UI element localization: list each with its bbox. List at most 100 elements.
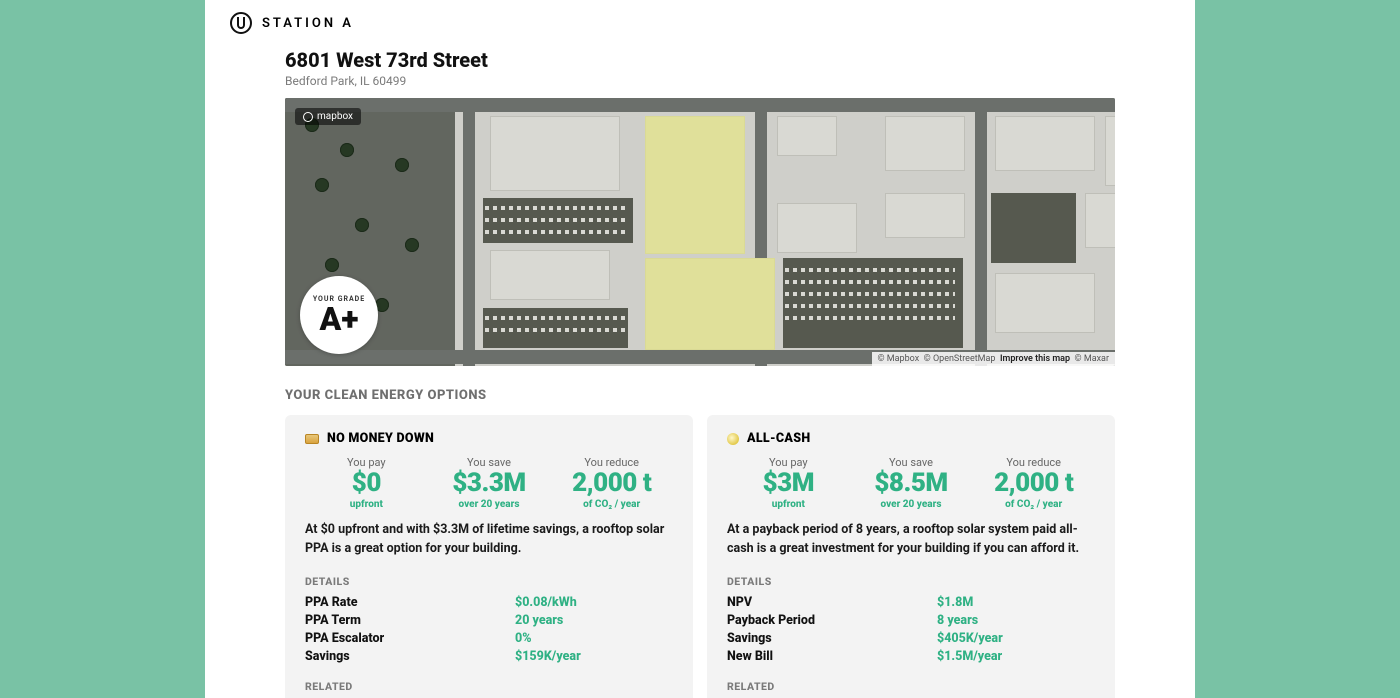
metrics-row: You pay $0 upfront You save $3.3M over 2… bbox=[305, 456, 673, 510]
metric-sublabel: of CO₂ / year bbox=[972, 499, 1095, 510]
building bbox=[995, 273, 1095, 333]
details-label: DETAILS bbox=[305, 575, 673, 588]
detail-value: $0.08/kWh bbox=[515, 594, 577, 612]
building bbox=[1085, 193, 1115, 248]
metric-value: 2,000 t bbox=[550, 469, 673, 499]
metric-sublabel: over 20 years bbox=[428, 499, 551, 510]
card-description: At a payback period of 8 years, a roofto… bbox=[727, 520, 1095, 559]
tree-icon bbox=[355, 218, 369, 232]
card-header: ALL-CASH bbox=[727, 431, 1095, 446]
metric-pay: You pay $3M upfront bbox=[727, 456, 850, 510]
road bbox=[463, 98, 475, 366]
header: STATION A bbox=[230, 12, 1170, 34]
parking-lot bbox=[991, 193, 1076, 263]
tree-icon bbox=[315, 178, 329, 192]
address-title: 6801 West 73rd Street bbox=[285, 48, 1115, 72]
detail-key: Payback Period bbox=[727, 612, 937, 630]
grade-badge: YOUR GRADE A+ bbox=[300, 276, 378, 354]
section-title: YOUR CLEAN ENERGY OPTIONS bbox=[285, 388, 1115, 403]
detail-row: PPA Escalator0% bbox=[305, 630, 673, 648]
attrib-osm[interactable]: © OpenStreetMap bbox=[924, 354, 996, 364]
tree-icon bbox=[405, 238, 419, 252]
detail-key: New Bill bbox=[727, 648, 937, 666]
metric-value: $0 bbox=[305, 469, 428, 499]
credit-card-icon bbox=[305, 434, 319, 444]
detail-key: Savings bbox=[727, 630, 937, 648]
building bbox=[995, 116, 1095, 171]
tree-icon bbox=[325, 258, 339, 272]
metric-pay: You pay $0 upfront bbox=[305, 456, 428, 510]
detail-value: 8 years bbox=[937, 612, 978, 630]
highlight-overlay bbox=[645, 116, 745, 254]
tree-icon bbox=[340, 143, 354, 157]
logo-icon bbox=[230, 12, 252, 34]
address-subtitle: Bedford Park, IL 60499 bbox=[285, 74, 1115, 88]
building bbox=[490, 250, 610, 300]
cars-row bbox=[485, 328, 625, 332]
attrib-maxar[interactable]: © Maxar bbox=[1075, 354, 1109, 364]
metric-sublabel: upfront bbox=[305, 499, 428, 510]
option-card-all-cash: ALL-CASH You pay $3M upfront You save $8… bbox=[707, 415, 1115, 698]
cars-row bbox=[485, 218, 625, 222]
building bbox=[885, 193, 965, 238]
detail-value: 20 years bbox=[515, 612, 563, 630]
map-provider-label: mapbox bbox=[317, 111, 353, 122]
attrib-improve-link[interactable]: Improve this map bbox=[1000, 354, 1070, 364]
satellite-map[interactable]: mapbox YOUR GRADE A+ © Mapbox © OpenStre… bbox=[285, 98, 1115, 366]
detail-key: PPA Rate bbox=[305, 594, 515, 612]
cars-row bbox=[485, 206, 625, 210]
detail-key: Savings bbox=[305, 648, 515, 666]
details-label: DETAILS bbox=[727, 575, 1095, 588]
detail-value: $405K/year bbox=[937, 630, 1003, 648]
cars-row bbox=[485, 316, 625, 320]
detail-row: Payback Period8 years bbox=[727, 612, 1095, 630]
building bbox=[777, 203, 857, 253]
detail-value: $1.5M/year bbox=[937, 648, 1002, 666]
card-title: NO MONEY DOWN bbox=[327, 431, 434, 446]
metric-save: You save $8.5M over 20 years bbox=[850, 456, 973, 510]
card-title: ALL-CASH bbox=[747, 431, 810, 446]
money-bag-icon bbox=[727, 433, 739, 445]
detail-value: 0% bbox=[515, 630, 531, 648]
map-provider-badge: mapbox bbox=[295, 108, 361, 125]
detail-value: $159K/year bbox=[515, 648, 581, 666]
metric-reduce: You reduce 2,000 t of CO₂ / year bbox=[972, 456, 1095, 510]
detail-key: NPV bbox=[727, 594, 937, 612]
metrics-row: You pay $3M upfront You save $8.5M over … bbox=[727, 456, 1095, 510]
metric-sublabel: of CO₂ / year bbox=[550, 499, 673, 510]
detail-key: PPA Term bbox=[305, 612, 515, 630]
option-cards: NO MONEY DOWN You pay $0 upfront You sav… bbox=[285, 415, 1115, 698]
metric-value: $8.5M bbox=[850, 469, 973, 499]
related-label: RELATED bbox=[305, 680, 673, 693]
tree-icon bbox=[395, 158, 409, 172]
detail-row: PPA Rate$0.08/kWh bbox=[305, 594, 673, 612]
detail-row: Savings$159K/year bbox=[305, 648, 673, 666]
metric-sublabel: upfront bbox=[727, 499, 850, 510]
highlight-overlay bbox=[645, 258, 775, 350]
metric-value: 2,000 t bbox=[972, 469, 1095, 499]
metric-value: $3.3M bbox=[428, 469, 551, 499]
detail-key: PPA Escalator bbox=[305, 630, 515, 648]
cars-row bbox=[785, 292, 955, 296]
cars-row bbox=[785, 304, 955, 308]
metric-reduce: You reduce 2,000 t of CO₂ / year bbox=[550, 456, 673, 510]
page-container: STATION A 6801 West 73rd Street Bedford … bbox=[205, 0, 1195, 698]
related-label: RELATED bbox=[727, 680, 1095, 693]
building bbox=[885, 116, 965, 171]
metric-value: $3M bbox=[727, 469, 850, 499]
building bbox=[777, 116, 837, 156]
map-attribution: © Mapbox © OpenStreetMap Improve this ma… bbox=[872, 352, 1116, 366]
detail-row: PPA Term20 years bbox=[305, 612, 673, 630]
metric-sublabel: over 20 years bbox=[850, 499, 973, 510]
grade-value: A+ bbox=[320, 303, 359, 335]
content-area: 6801 West 73rd Street Bedford Park, IL 6… bbox=[230, 48, 1170, 698]
card-header: NO MONEY DOWN bbox=[305, 431, 673, 446]
detail-row: New Bill$1.5M/year bbox=[727, 648, 1095, 666]
attrib-mapbox[interactable]: © Mapbox bbox=[878, 354, 920, 364]
road bbox=[285, 98, 1115, 112]
cars-row bbox=[785, 268, 955, 272]
metric-save: You save $3.3M over 20 years bbox=[428, 456, 551, 510]
road bbox=[975, 98, 987, 366]
option-card-no-money-down: NO MONEY DOWN You pay $0 upfront You sav… bbox=[285, 415, 693, 698]
detail-row: Savings$405K/year bbox=[727, 630, 1095, 648]
